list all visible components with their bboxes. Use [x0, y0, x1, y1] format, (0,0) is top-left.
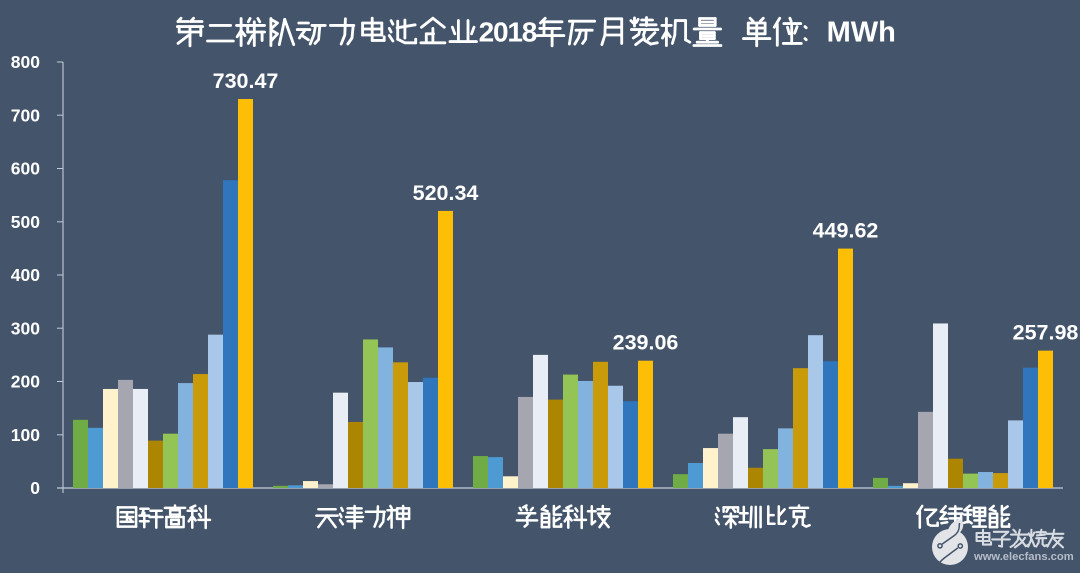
svg-text:700: 700	[11, 106, 40, 126]
svg-text:0: 0	[30, 478, 40, 498]
svg-text:449.62: 449.62	[813, 219, 879, 243]
svg-text:300: 300	[11, 318, 40, 338]
svg-text:520.34: 520.34	[413, 181, 479, 205]
svg-text:MWh: MWh	[827, 17, 896, 49]
svg-text:100: 100	[11, 425, 40, 445]
svg-text:800: 800	[11, 52, 40, 72]
svg-text:2018: 2018	[479, 17, 537, 48]
svg-text:www.elecfans.com: www.elecfans.com	[973, 551, 1074, 563]
svg-text:400: 400	[11, 265, 40, 285]
svg-text:600: 600	[11, 159, 40, 179]
svg-text:239.06: 239.06	[613, 331, 679, 355]
svg-text:257.98: 257.98	[1013, 321, 1079, 345]
svg-text:200: 200	[11, 372, 40, 392]
svg-text:730.47: 730.47	[213, 69, 279, 93]
svg-text:500: 500	[11, 212, 40, 232]
